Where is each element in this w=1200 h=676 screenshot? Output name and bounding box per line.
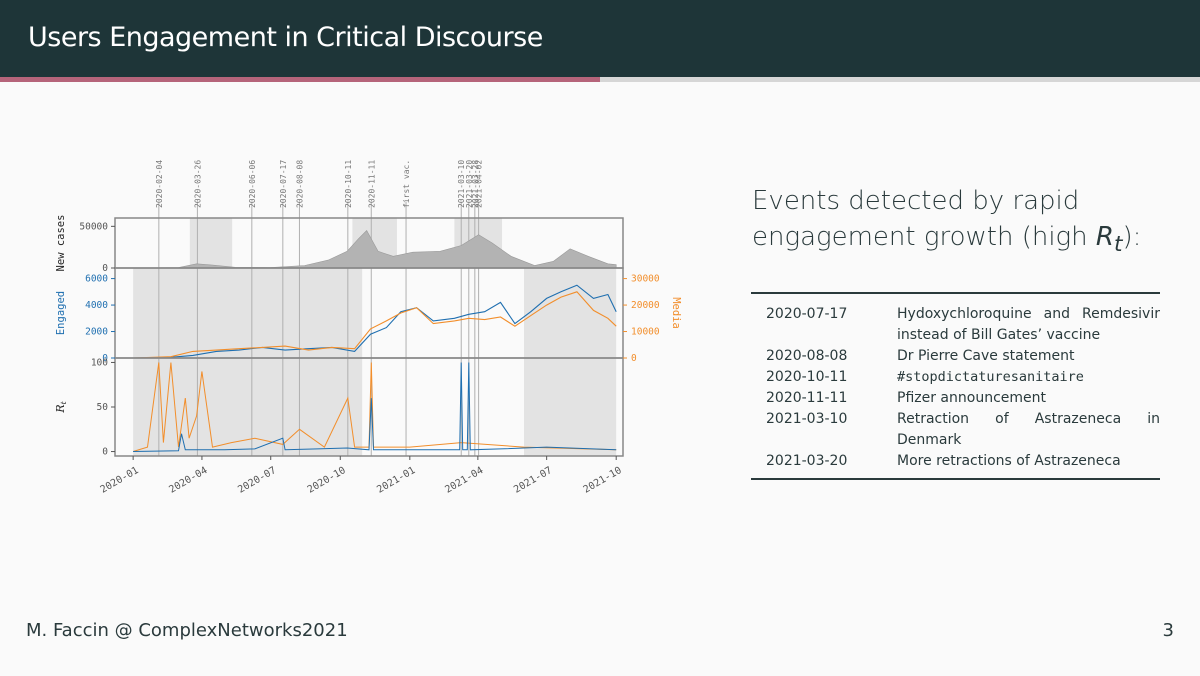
footer-author: M. Faccin @ ComplexNetworks2021 xyxy=(26,620,348,641)
event-row: 2020-07-17 Hydoxychloroquine and Remdesi… xyxy=(751,304,1160,346)
page-number: 3 xyxy=(1162,620,1174,641)
event-label: 2020-07-17 xyxy=(279,160,288,208)
x-tick-label: 2021-04 xyxy=(443,465,485,496)
event-label: first vac. xyxy=(402,160,411,208)
engagement-chart: 2020-02-04 2020-03-26 2020-06-06 2020-07-17… xyxy=(54,160,682,496)
y-axis-label-rt: Rt xyxy=(54,400,68,413)
event-label: 2020-08-08 xyxy=(295,160,304,208)
event-description: Hydoxychloroquine and Remdesivir instead… xyxy=(897,306,1160,343)
event-label: 2021-03-20 xyxy=(465,160,474,208)
event-description: Dr Pierre Cave statement xyxy=(897,348,1075,364)
event-label: 2020-11-11 xyxy=(367,160,376,208)
event-row: 2020-10-11 #stopdictaturesanitaire xyxy=(751,367,1160,388)
y-axis-label-media: Media xyxy=(670,297,682,329)
event-row: 2021-03-10 Retraction of Astrazeneca in … xyxy=(751,409,1160,451)
events-heading: Events detected by rapid engagement grow… xyxy=(752,183,1172,263)
y-tick-label: 100 xyxy=(91,357,108,368)
events-heading-tail: ): xyxy=(1122,222,1142,252)
event-label: 2020-03-26 xyxy=(193,160,202,208)
event-date: 2020-11-11 xyxy=(766,390,848,406)
x-tick-label: 2020-01 xyxy=(99,465,141,496)
y-tick-label: 20000 xyxy=(631,300,660,311)
event-description: Retraction of Astrazeneca in Denmark xyxy=(897,411,1160,448)
progress-bar-track xyxy=(600,77,1200,82)
series-new-cases xyxy=(133,230,617,269)
event-date: 2021-03-10 xyxy=(766,411,848,427)
x-tick-label: 2021-07 xyxy=(512,465,554,496)
slide-title: Users Engagement in Critical Discourse xyxy=(28,22,543,53)
events-heading-text: Events detected by rapid engagement grow… xyxy=(752,186,1096,252)
rt-symbol: Rt xyxy=(1095,222,1123,257)
event-date: 2020-08-08 xyxy=(766,348,848,364)
y-tick-label: 0 xyxy=(102,263,108,274)
y-tick-label: 6000 xyxy=(85,274,108,285)
y-tick-label: 50 xyxy=(97,402,109,413)
x-tick-label: 2021-01 xyxy=(375,465,417,496)
progress-bar-filled xyxy=(0,77,600,82)
y-tick-label: 0 xyxy=(102,353,108,364)
series-media xyxy=(133,291,617,359)
event-label: 2020-06-06 xyxy=(248,160,257,208)
event-description: More retractions of Astrazeneca xyxy=(897,453,1121,469)
y-axis-label-rt-sub: t xyxy=(59,400,68,404)
x-tick-label: 2020-04 xyxy=(167,465,209,496)
shaded-period xyxy=(523,268,617,456)
shaded-period xyxy=(133,268,363,456)
event-label: 2021-04-02 xyxy=(475,160,484,208)
event-label: 2020-10-11 xyxy=(344,160,353,208)
rt-symbol-r: R xyxy=(1095,222,1114,252)
event-date: 2020-10-11 xyxy=(766,369,848,385)
y-tick-label: 4000 xyxy=(85,300,108,311)
y-tick-label: 0 xyxy=(631,353,637,364)
y-tick-label: 50000 xyxy=(79,221,108,232)
event-label: 2021-03-10 xyxy=(457,160,466,208)
y-axis-label-engaged: Engaged xyxy=(55,291,67,335)
event-date: 2020-07-17 xyxy=(766,306,848,322)
event-label: 2021-03-28 xyxy=(471,160,480,208)
y-tick-label: 2000 xyxy=(85,327,108,338)
event-date: 2021-03-20 xyxy=(766,453,848,469)
y-tick-label: 0 xyxy=(102,447,108,458)
events-table: 2020-07-17 Hydoxychloroquine and Remdesi… xyxy=(751,292,1160,480)
rt-symbol-sub: t xyxy=(1113,232,1123,258)
event-label: 2020-02-04 xyxy=(155,160,164,208)
x-tick-label: 2020-07 xyxy=(236,465,278,496)
y-axis-label-new-cases: New cases xyxy=(55,215,67,272)
event-description: Pfizer announcement xyxy=(897,390,1046,406)
event-row: 2021-03-20 More retractions of Astrazene… xyxy=(751,451,1160,472)
y-tick-label: 30000 xyxy=(631,274,660,285)
event-row: 2020-11-11 Pfizer announcement xyxy=(751,388,1160,409)
x-tick-label: 2020-10 xyxy=(306,465,348,496)
shaded-period xyxy=(189,218,233,268)
event-row: 2020-08-08 Dr Pierre Cave statement xyxy=(751,346,1160,367)
engagement-figure: 2020-02-04 2020-03-26 2020-06-06 2020-07-17… xyxy=(40,150,700,510)
x-tick-label: 2021-10 xyxy=(582,465,624,496)
slide-header: Users Engagement in Critical Discourse xyxy=(0,0,1200,77)
y-tick-label: 10000 xyxy=(631,327,660,338)
series-rt-engaged xyxy=(133,362,617,452)
event-description: #stopdictaturesanitaire xyxy=(897,369,1084,385)
